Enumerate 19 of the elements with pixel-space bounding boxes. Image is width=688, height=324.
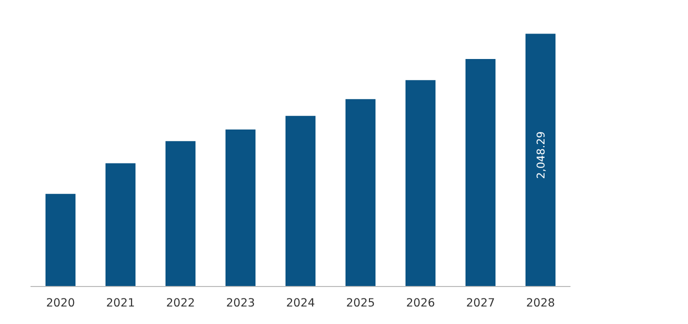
bar — [346, 99, 376, 286]
x-tick-label: 2028 — [526, 296, 555, 310]
x-tick-label: 2023 — [226, 296, 255, 310]
x-tick-label: 2021 — [106, 296, 135, 310]
bar — [406, 80, 436, 286]
x-tick-label: 2022 — [166, 296, 195, 310]
bar — [526, 34, 556, 286]
x-tick-label: 2025 — [346, 296, 375, 310]
data-label: 2,048.29 — [534, 131, 548, 179]
x-tick-label: 2020 — [46, 296, 75, 310]
bar — [166, 141, 196, 286]
bar — [226, 130, 256, 286]
bar — [46, 194, 76, 286]
x-tick-label: 2024 — [286, 296, 315, 310]
x-tick-label: 2027 — [466, 296, 495, 310]
x-tick-label: 2026 — [406, 296, 435, 310]
bar — [286, 116, 316, 286]
bar — [106, 163, 136, 286]
bar — [466, 58, 496, 286]
